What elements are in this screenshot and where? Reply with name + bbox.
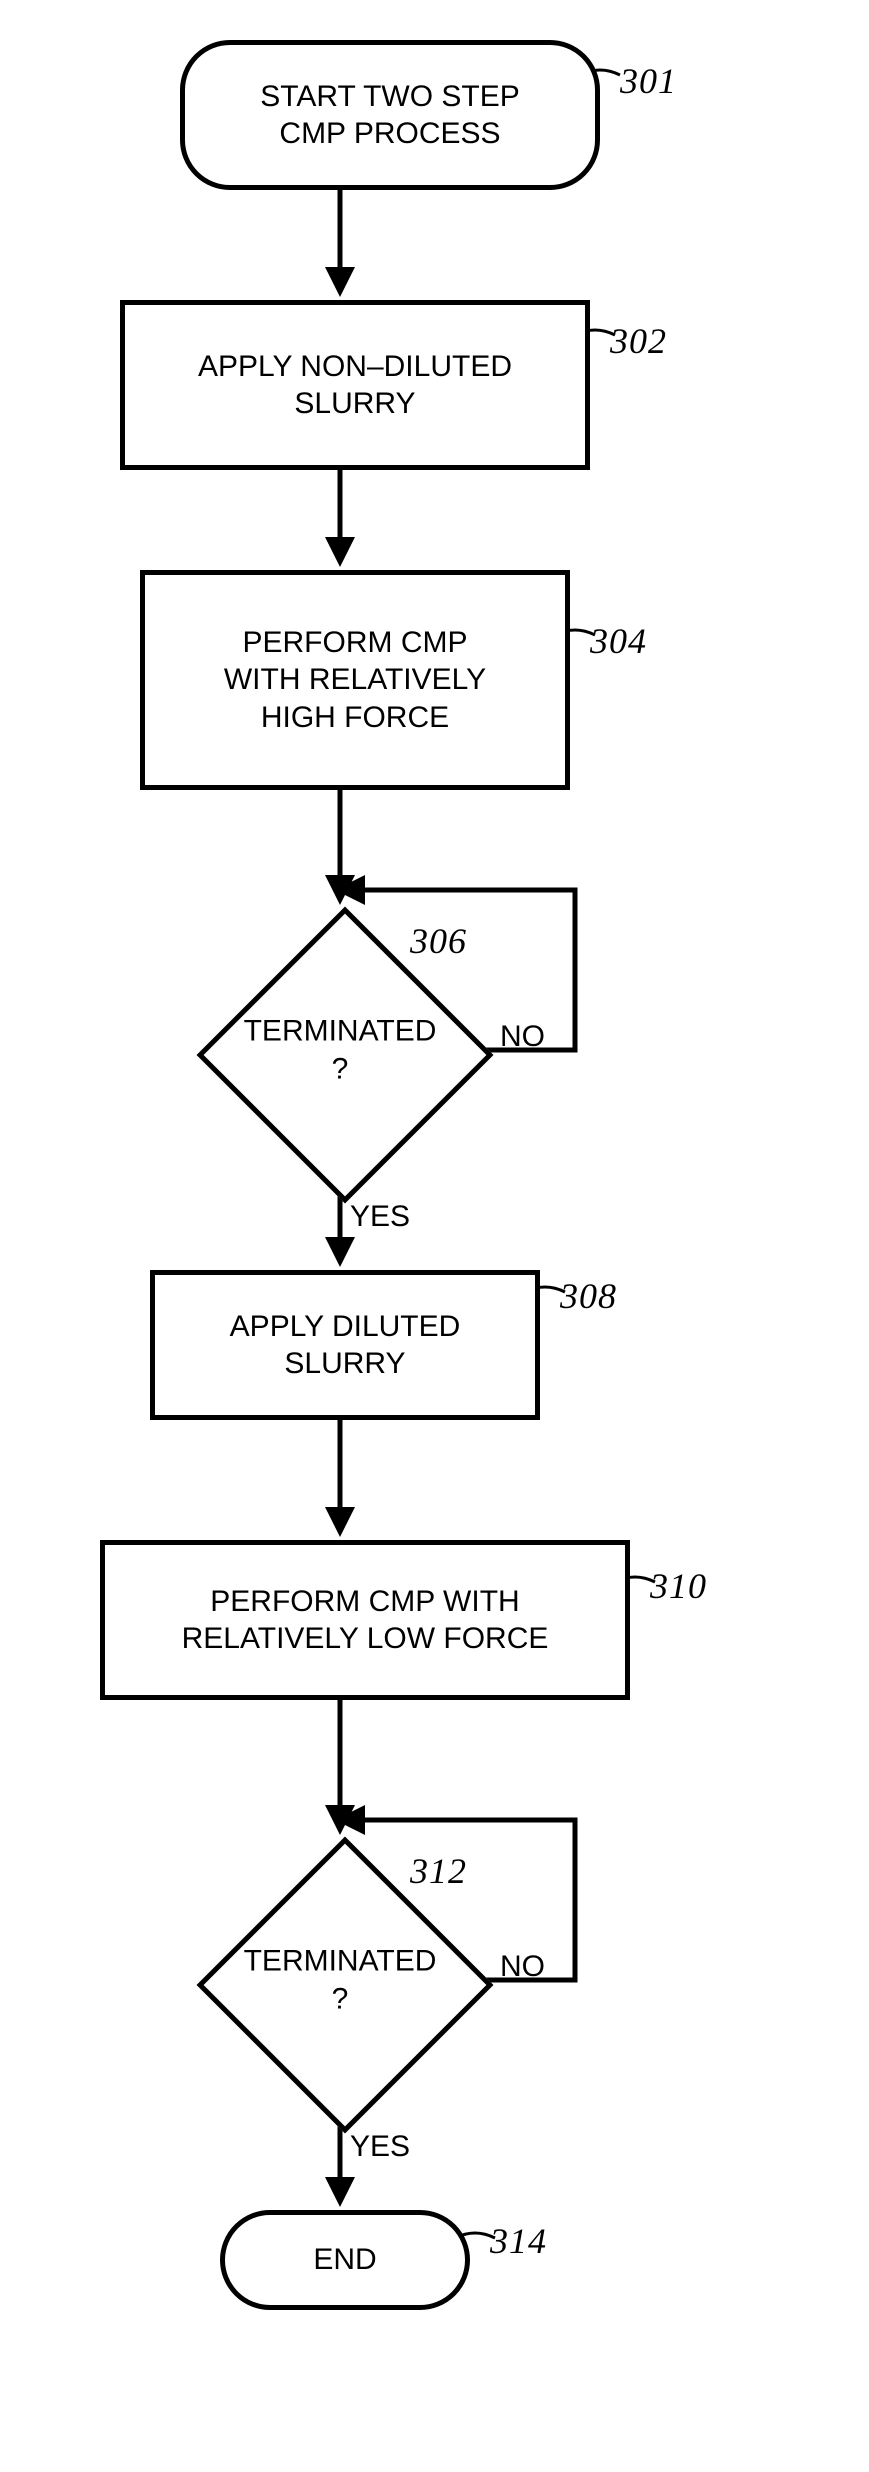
ref-304: 304 — [590, 620, 647, 662]
end-text: END — [313, 2241, 376, 2279]
end-terminator: END — [220, 2210, 470, 2310]
process-310-text: PERFORM CMP WITHRELATIVELY LOW FORCE — [182, 1583, 549, 1658]
ref-310: 310 — [650, 1565, 707, 1607]
process-302: APPLY NON–DILUTEDSLURRY — [120, 300, 590, 470]
edge-label-yes-2: YES — [350, 2130, 410, 2164]
process-302-text: APPLY NON–DILUTEDSLURRY — [198, 348, 512, 423]
ref-312: 312 — [410, 1850, 467, 1892]
ref-301: 301 — [620, 60, 677, 102]
process-304-text: PERFORM CMPWITH RELATIVELYHIGH FORCE — [224, 624, 486, 737]
start-terminator: START TWO STEPCMP PROCESS — [180, 40, 600, 190]
process-308-text: APPLY DILUTEDSLURRY — [230, 1308, 461, 1383]
decision-306-text: TERMINATED? — [196, 1013, 484, 1088]
process-304: PERFORM CMPWITH RELATIVELYHIGH FORCE — [140, 570, 570, 790]
edge-label-no-1: NO — [500, 1020, 545, 1054]
edge-label-yes-1: YES — [350, 1200, 410, 1234]
flowchart-container: START TWO STEPCMP PROCESS APPLY NON–DILU… — [20, 20, 869, 2452]
ref-308: 308 — [560, 1275, 617, 1317]
ref-306: 306 — [410, 920, 467, 962]
ref-302: 302 — [610, 320, 667, 362]
decision-312-text: TERMINATED? — [196, 1943, 484, 2018]
start-text: START TWO STEPCMP PROCESS — [260, 78, 519, 153]
process-308: APPLY DILUTEDSLURRY — [150, 1270, 540, 1420]
ref-314: 314 — [490, 2220, 547, 2262]
process-310: PERFORM CMP WITHRELATIVELY LOW FORCE — [100, 1540, 630, 1700]
edge-label-no-2: NO — [500, 1950, 545, 1984]
